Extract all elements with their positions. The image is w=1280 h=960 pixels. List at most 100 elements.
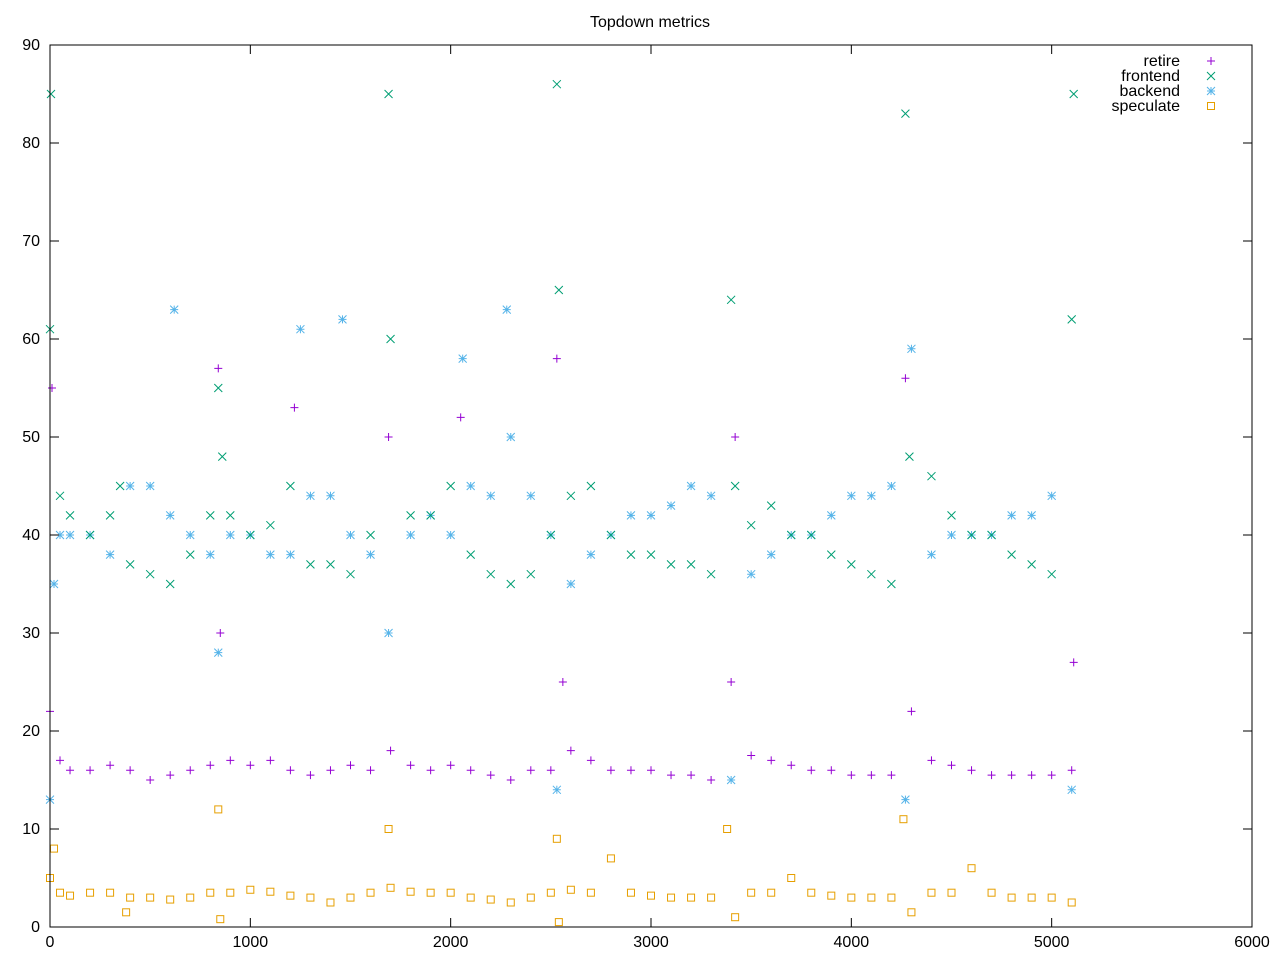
frontend-point [646, 550, 656, 559]
frontend-point [426, 511, 435, 520]
speculate-point [887, 893, 896, 902]
backend-point [49, 579, 59, 589]
frontend-point [552, 79, 562, 89]
retire-point [827, 766, 836, 775]
retire-point [747, 751, 756, 760]
speculate-point [506, 898, 515, 907]
speculate-point [566, 885, 575, 894]
retire-point [426, 766, 435, 775]
retire-point [486, 771, 495, 780]
backend-point [105, 550, 115, 559]
frontend-point [846, 560, 856, 569]
y-tick-label: 50 [22, 429, 40, 446]
speculate-point [707, 893, 716, 902]
y-tick-label: 90 [22, 37, 40, 54]
backend-point [506, 432, 516, 442]
retire-point [987, 771, 996, 780]
speculate-point [446, 888, 455, 897]
retire-point [466, 766, 475, 775]
backend-point [1027, 511, 1036, 520]
retire-point [506, 776, 515, 784]
backend-point [55, 530, 65, 540]
backend-point [1007, 511, 1016, 520]
backend-point [286, 550, 295, 559]
backend-point [907, 344, 916, 354]
speculate-point [56, 888, 65, 897]
retire-point [626, 766, 635, 775]
frontend-point [185, 550, 195, 559]
retire-point [566, 746, 575, 755]
speculate-point [366, 888, 375, 897]
data-points [45, 79, 1079, 927]
x-tick-label: 4000 [834, 934, 870, 951]
speculate-point [246, 885, 255, 894]
speculate-point [667, 893, 676, 902]
speculate-point [626, 888, 635, 897]
frontend-point [686, 560, 696, 569]
retire-point [346, 761, 355, 770]
backend-point [867, 491, 876, 501]
y-tick-label: 60 [22, 331, 40, 348]
retire-point [1027, 771, 1036, 780]
backend-point [526, 491, 536, 501]
axis-ticks: 0 1000 2000 3000 4000 5000 6000 0 10 20 30 40 50 60 70… [22, 37, 1270, 951]
frontend-point [554, 285, 564, 295]
frontend-point [145, 569, 155, 579]
frontend-point [726, 295, 736, 305]
speculate-point [1027, 893, 1036, 902]
speculate-point [546, 888, 555, 897]
speculate-point [1047, 893, 1056, 902]
retire-point [901, 374, 910, 383]
backend-point [706, 491, 716, 501]
frontend-point [245, 530, 255, 540]
speculate-point [346, 893, 355, 902]
speculate-point [106, 888, 115, 897]
backend-point [486, 491, 496, 501]
speculate-point [947, 888, 956, 897]
frontend-point [746, 520, 756, 530]
frontend-point [626, 550, 636, 559]
backend-point [406, 530, 415, 540]
frontend-point [546, 530, 556, 540]
frontend-point [806, 530, 816, 540]
speculate-point [384, 825, 393, 833]
legend-marker-retire [1207, 57, 1215, 65]
frontend-point [85, 530, 95, 540]
speculate-point [126, 893, 135, 902]
frontend-point [1067, 315, 1077, 324]
x-tick-label: 1000 [233, 934, 269, 951]
speculate-point [186, 893, 195, 902]
retire-point [326, 766, 335, 775]
backend-point [566, 579, 576, 589]
speculate-point [206, 888, 215, 897]
speculate-point [1067, 898, 1076, 907]
frontend-point [266, 520, 275, 530]
speculate-point [226, 888, 235, 897]
speculate-point [214, 805, 223, 814]
retire-point [106, 761, 115, 770]
speculate-point [867, 893, 876, 902]
backend-point [306, 491, 315, 501]
frontend-point [566, 491, 576, 501]
retire-point [1067, 766, 1076, 775]
backend-point [296, 324, 305, 334]
y-tick-label: 80 [22, 135, 40, 152]
retire-point [146, 776, 155, 784]
backend-point [125, 481, 135, 491]
speculate-point [927, 888, 936, 897]
x-tick-label: 0 [46, 934, 55, 951]
y-tick-label: 30 [22, 625, 40, 642]
speculate-point [166, 895, 175, 904]
retire-point [687, 771, 696, 780]
backend-point [626, 511, 636, 520]
retire-point [867, 771, 876, 780]
retire-point [647, 766, 655, 775]
retire-point [767, 756, 776, 765]
y-tick-label: 10 [22, 821, 40, 838]
speculate-point [86, 888, 95, 897]
retire-point [967, 766, 976, 775]
speculate-point [306, 893, 315, 902]
frontend-point [346, 569, 355, 579]
retire-point [286, 766, 295, 775]
